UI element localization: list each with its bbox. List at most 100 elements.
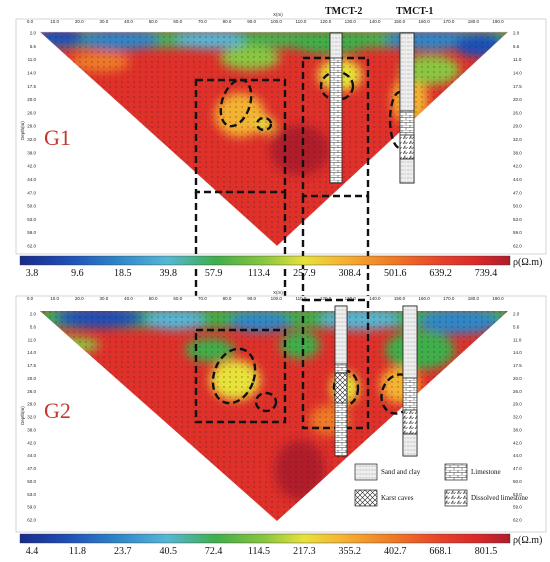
depth-tick-label: 62.0 — [513, 518, 522, 523]
colorbar-value: 113.4 — [248, 268, 270, 279]
g2-panel-label: G2 — [44, 398, 71, 423]
x-tick-label: 150.0 — [394, 19, 406, 24]
depth-tick-label: 44.0 — [513, 453, 522, 458]
colorbar-1-values: 3.8 9.6 18.5 39.8 57.9 113.4 257.9 308.4 501.6 63… — [26, 268, 498, 279]
x-tick-label: 90.0 — [247, 296, 256, 301]
g2-x-ticks: 0.0 10.0 20.0 30.0 40.0 50.0 60.0 70.0 80.0 90.0 1… — [27, 296, 504, 301]
depth-tick-label: 29.0 — [513, 124, 522, 129]
x-tick-label: 70.0 — [198, 296, 207, 301]
depth-tick-label: 29.0 — [27, 124, 36, 129]
x-tick-label: 60.0 — [173, 296, 182, 301]
depth-tick-label: 38.0 — [513, 150, 522, 155]
depth-tick-label: 59.0 — [513, 230, 522, 235]
colorbar-value: 355.2 — [339, 546, 362, 557]
g2-x-axis-label: X(m) — [273, 290, 283, 295]
colorbar-value: 3.8 — [26, 268, 39, 279]
x-tick-label: 130.0 — [345, 296, 357, 301]
x-tick-label: 40.0 — [124, 19, 133, 24]
depth-tick-label: 11.0 — [28, 337, 37, 342]
x-tick-label: 140.0 — [369, 296, 381, 301]
depth-tick-label: 2.0 — [30, 312, 37, 317]
x-tick-label: 140.0 — [369, 19, 381, 24]
g2-y-axis-label: Depth(m) — [20, 406, 25, 425]
g2-borehole-tmct1 — [402, 305, 418, 457]
legend-label-karst: Karst caves — [381, 494, 414, 502]
colorbar-2: 4.4 11.8 23.7 40.5 72.4 114.5 217.3 355.2 402.7 6… — [19, 533, 542, 557]
colorbar-value: 11.8 — [69, 546, 86, 557]
g1-depth-ticks-left: 2.0 5.6 11.0 14.0 17.5 20.0 26.0 29.0 32.0 38.0 42… — [27, 31, 36, 249]
depth-tick-label: 20.0 — [513, 97, 522, 102]
depth-tick-label: 38.0 — [513, 427, 522, 432]
panel-g2: 0.0 10.0 20.0 30.0 40.0 50.0 60.0 70.0 80.0 90.0 1… — [15, 290, 547, 533]
lithology-legend: Sand and clay Limestone Karst caves Diss… — [354, 463, 528, 507]
depth-tick-label: 44.0 — [27, 453, 36, 458]
borehole-label-tmct1: TMCT-1 — [396, 6, 433, 17]
depth-tick-label: 29.0 — [513, 402, 522, 407]
colorbar-value: 639.2 — [429, 268, 452, 279]
colorbar-1-bar — [19, 255, 511, 266]
depth-tick-label: 44.0 — [513, 177, 522, 182]
g1-cave-1 — [219, 78, 253, 128]
depth-tick-label: 26.0 — [27, 110, 36, 115]
x-tick-label: 160.0 — [418, 19, 430, 24]
colorbar-value: 217.3 — [293, 546, 316, 557]
x-tick-label: 170.0 — [443, 19, 455, 24]
depth-tick-label: 53.0 — [513, 217, 522, 222]
g1-panel-label: G1 — [44, 125, 71, 150]
x-tick-label: 70.0 — [198, 19, 207, 24]
colorbar-value: 739.4 — [475, 268, 498, 279]
depth-tick-label: 17.5 — [513, 363, 522, 368]
depth-tick-label: 11.0 — [28, 57, 37, 62]
g1-y-axis-label: Depth(m) — [20, 121, 25, 140]
depth-tick-label: 5.6 — [30, 324, 37, 329]
depth-tick-label: 32.0 — [27, 137, 36, 142]
colorbar-value: 39.8 — [159, 268, 177, 279]
depth-tick-label: 32.0 — [513, 415, 522, 420]
g1-borehole-tmct1 — [399, 32, 415, 184]
depth-tick-label: 38.0 — [27, 150, 36, 155]
depth-tick-label: 47.0 — [513, 190, 522, 195]
g1-depth-ticks-right: 2.0 5.6 11.0 14.0 17.5 20.0 26.0 29.0 32.0 38.0 42… — [513, 31, 522, 249]
colorbar-value: 40.5 — [159, 546, 177, 557]
depth-tick-label: 14.0 — [513, 350, 522, 355]
depth-tick-label: 17.5 — [513, 84, 522, 89]
colorbar-value: 402.7 — [384, 546, 407, 557]
depth-tick-label: 42.0 — [27, 164, 36, 169]
depth-tick-label: 14.0 — [27, 350, 36, 355]
depth-tick-label: 50.0 — [513, 204, 522, 209]
colorbar-value: 4.4 — [26, 546, 39, 557]
x-tick-label: 190.0 — [492, 296, 504, 301]
depth-tick-label: 62.0 — [513, 244, 522, 249]
g2-depth-ticks-right: 2.0 5.6 11.0 14.0 17.5 20.0 26.0 29.0 32.0 38.0 42… — [513, 312, 522, 523]
borehole-label-tmct2: TMCT-2 — [325, 6, 362, 17]
depth-tick-label: 20.0 — [27, 97, 36, 102]
depth-tick-label: 11.0 — [513, 57, 522, 62]
depth-tick-label: 2.0 — [30, 31, 37, 36]
depth-tick-label: 5.6 — [513, 324, 520, 329]
depth-tick-label: 26.0 — [27, 389, 36, 394]
colorbar-value: 668.1 — [429, 546, 452, 557]
g1-box-left — [194, 78, 287, 194]
colorbar-value: 57.9 — [205, 268, 223, 279]
colorbar-2-bar — [19, 533, 511, 544]
x-tick-label: 0.0 — [27, 19, 34, 24]
x-tick-label: 130.0 — [345, 19, 357, 24]
x-tick-label: 20.0 — [75, 296, 84, 301]
x-tick-label: 10.0 — [50, 19, 59, 24]
g2-cave-1 — [211, 347, 257, 405]
depth-tick-label: 32.0 — [27, 415, 36, 420]
x-tick-label: 100.0 — [271, 19, 283, 24]
depth-tick-label: 62.0 — [27, 518, 36, 523]
depth-tick-label: 42.0 — [513, 440, 522, 445]
depth-tick-label: 26.0 — [513, 389, 522, 394]
colorbar-value: 257.9 — [293, 268, 316, 279]
x-tick-label: 110.0 — [295, 19, 306, 24]
depth-tick-label: 2.0 — [513, 312, 520, 317]
x-tick-label: 100.0 — [271, 296, 283, 301]
depth-tick-label: 59.0 — [27, 505, 36, 510]
panel-g1: 0.0 10.0 20.0 30.0 40.0 50.0 60.0 70.0 80.0 90.0 1… — [15, 6, 547, 255]
colorbar-value: 801.5 — [475, 546, 498, 557]
depth-tick-label: 42.0 — [27, 440, 36, 445]
x-tick-label: 0.0 — [27, 296, 34, 301]
x-tick-label: 90.0 — [247, 19, 256, 24]
